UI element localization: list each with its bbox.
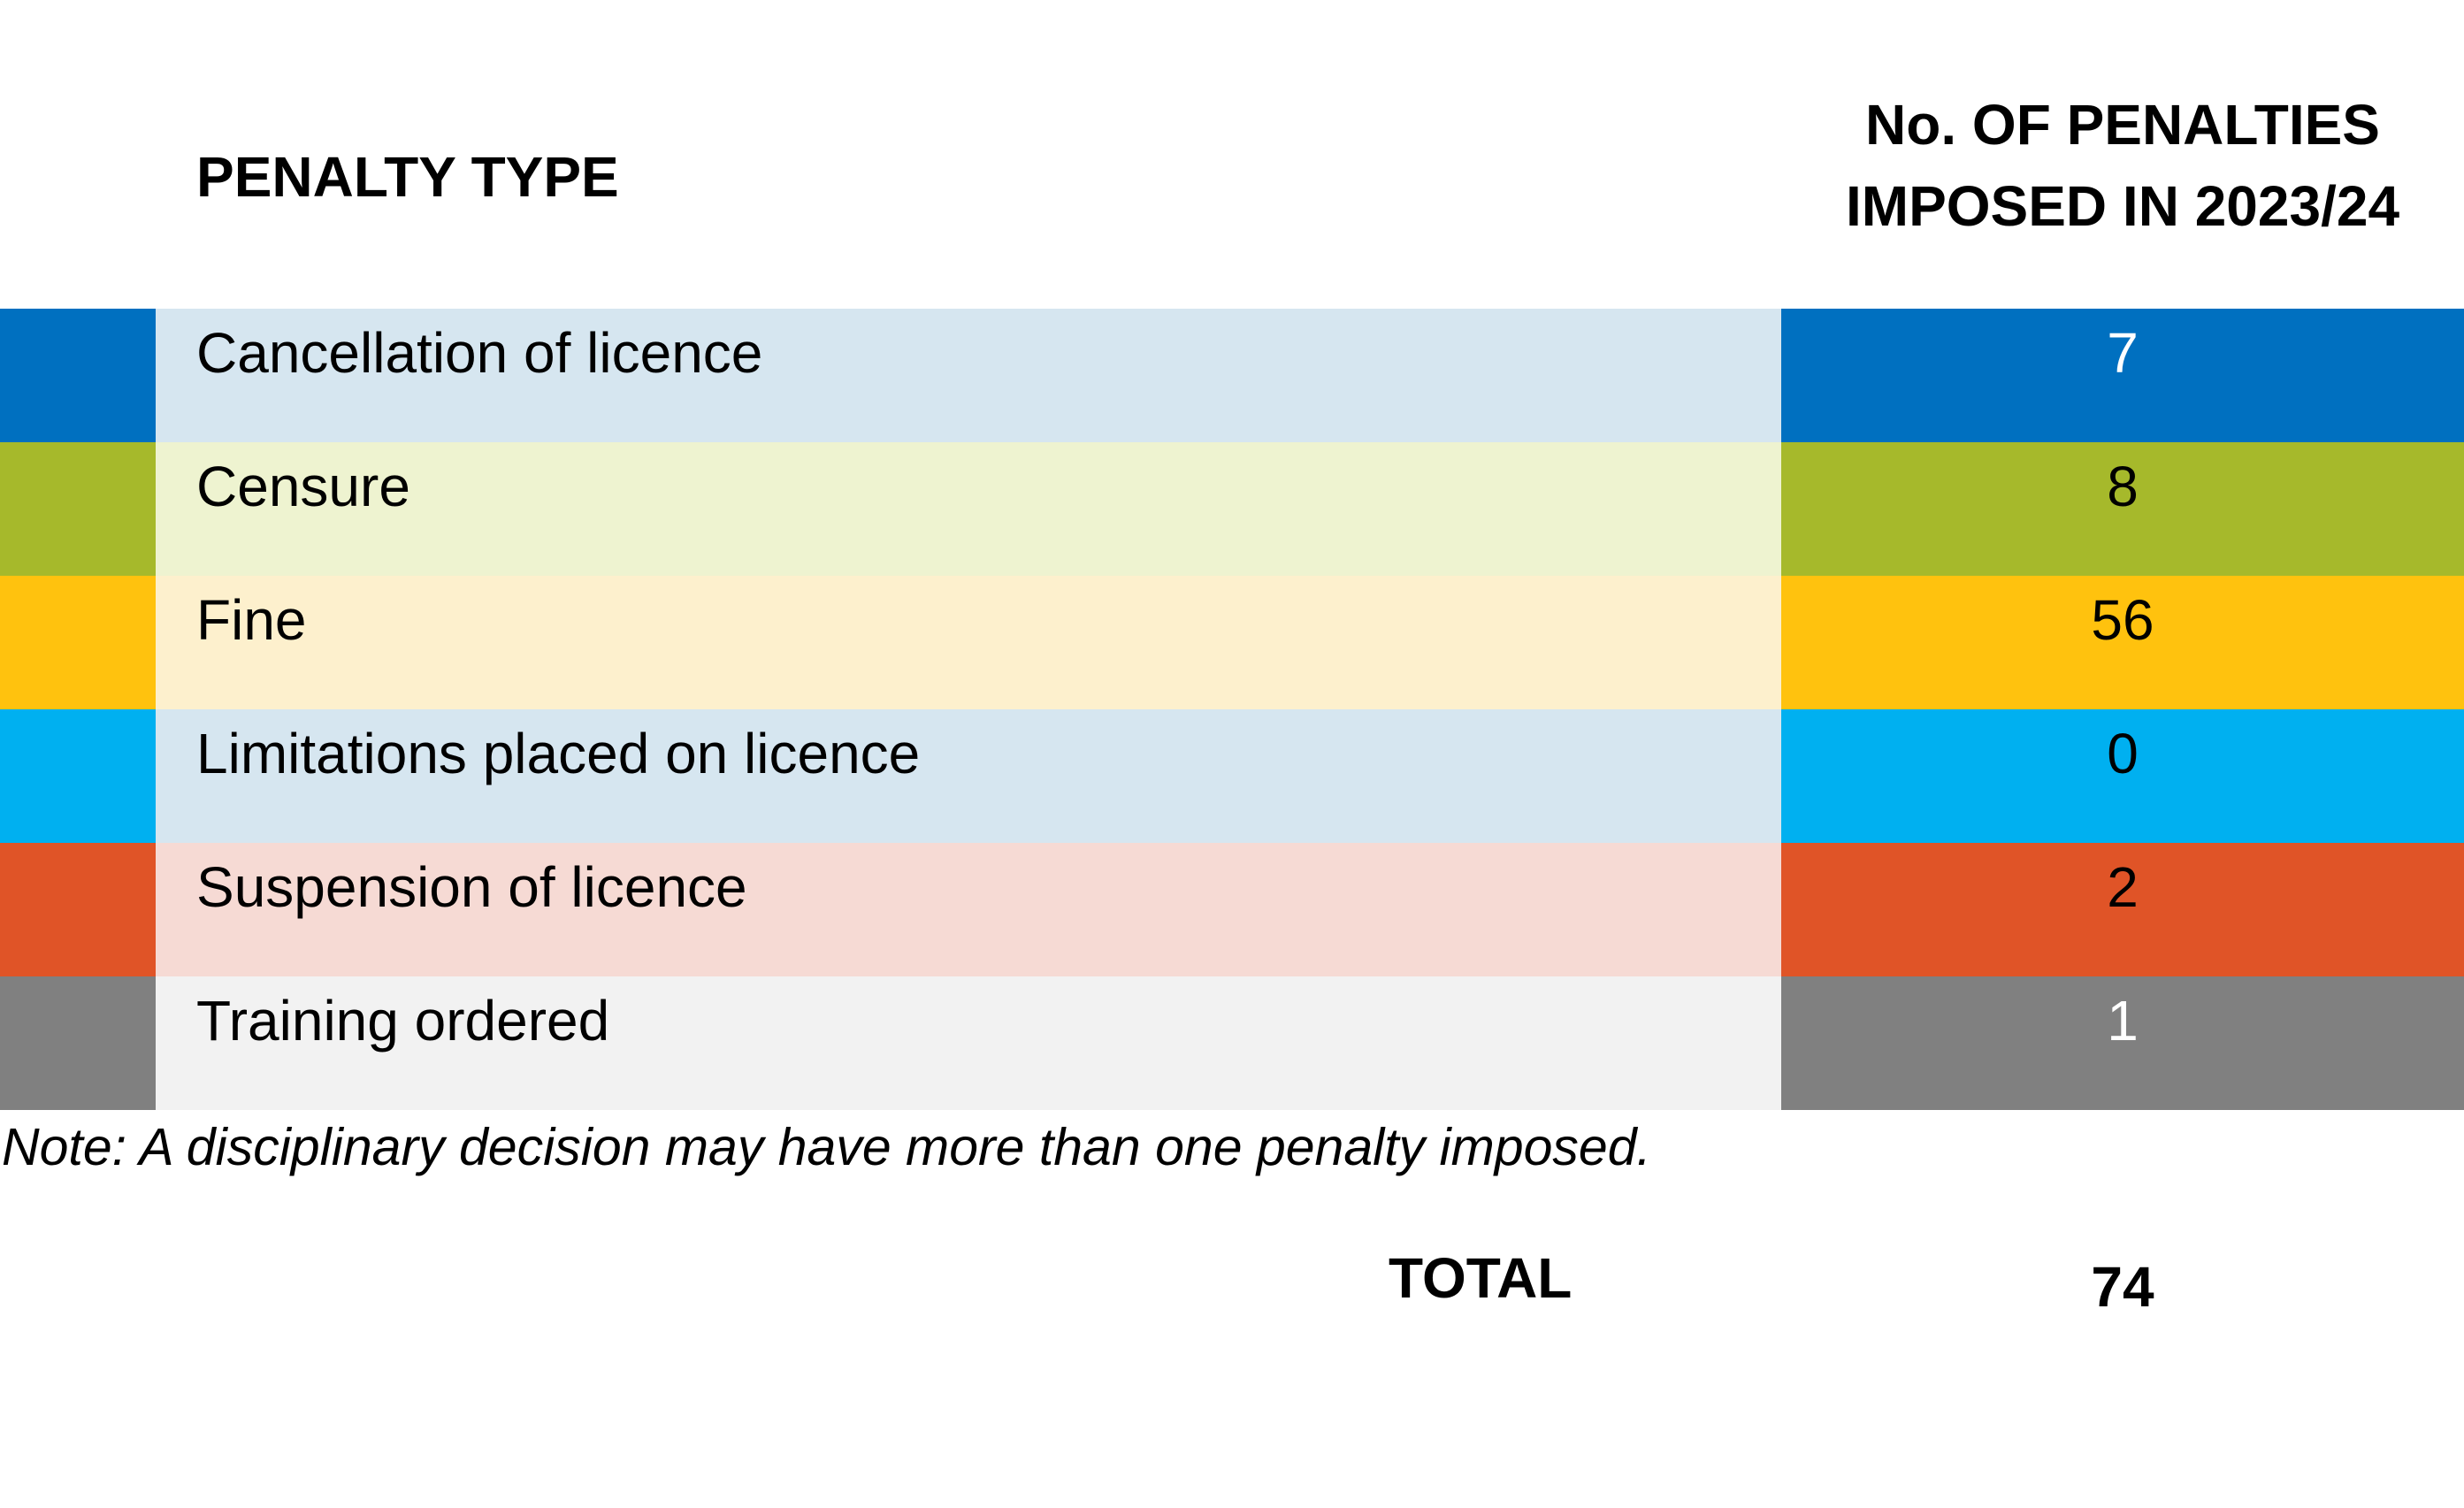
table-row: Cancellation of licence 7 xyxy=(0,309,2464,442)
penalty-type-cell: Limitations placed on licence xyxy=(156,709,1781,843)
penalty-type-label: Training ordered xyxy=(196,989,610,1053)
penalty-count-value: 7 xyxy=(2107,321,2139,385)
column-header-penalty-count: No. OF PENALTIES IMPOSED IN 2023/24 xyxy=(1782,84,2463,247)
row-color-swatch xyxy=(0,442,156,576)
penalty-type-label: Censure xyxy=(196,455,410,518)
penalty-type-cell: Training ordered xyxy=(156,976,1781,1110)
table-row: Limitations placed on licence 0 xyxy=(0,709,2464,843)
penalty-count-cell: 1 xyxy=(1781,976,2464,1110)
penalty-count-cell: 0 xyxy=(1781,709,2464,843)
penalty-type-cell: Censure xyxy=(156,442,1781,576)
penalty-table: Cancellation of licence 7 Censure 8 Fine 56 Li… xyxy=(0,309,2464,1110)
column-header-count-line2: IMPOSED IN 2023/24 xyxy=(1845,174,2400,238)
row-color-swatch xyxy=(0,309,156,442)
penalty-count-cell: 56 xyxy=(1781,576,2464,709)
penalty-count-value: 1 xyxy=(2107,989,2139,1053)
penalty-type-cell: Fine xyxy=(156,576,1781,709)
penalty-type-label: Fine xyxy=(196,588,307,652)
row-color-swatch xyxy=(0,576,156,709)
penalty-count-value: 2 xyxy=(2107,855,2139,919)
row-color-swatch xyxy=(0,709,156,843)
penalty-count-cell: 7 xyxy=(1781,309,2464,442)
penalty-count-value: 56 xyxy=(2091,588,2154,652)
penalty-type-label: Cancellation of licence xyxy=(196,321,763,385)
penalty-count-value: 8 xyxy=(2107,455,2139,518)
table-row: Fine 56 xyxy=(0,576,2464,709)
total-value: 74 xyxy=(2091,1255,2154,1319)
penalty-type-label: Suspension of licence xyxy=(196,855,747,919)
penalty-count-value: 0 xyxy=(2107,722,2139,785)
penalty-count-cell: 8 xyxy=(1781,442,2464,576)
column-header-count-line1: No. OF PENALTIES xyxy=(1865,93,2380,157)
table-row: Censure 8 xyxy=(0,442,2464,576)
penalty-type-label: Limitations placed on licence xyxy=(196,722,921,785)
table-row: Suspension of licence 2 xyxy=(0,843,2464,976)
penalty-count-cell: 2 xyxy=(1781,843,2464,976)
table-row: Training ordered 1 xyxy=(0,976,2464,1110)
table-note: Note: A disciplinary decision may have m… xyxy=(2,1118,1651,1176)
penalty-type-cell: Cancellation of licence xyxy=(156,309,1781,442)
row-color-swatch xyxy=(0,976,156,1110)
penalty-type-cell: Suspension of licence xyxy=(156,843,1781,976)
row-color-swatch xyxy=(0,843,156,976)
total-label: TOTAL xyxy=(1389,1246,1573,1310)
column-header-penalty-type: PENALTY TYPE xyxy=(196,145,619,209)
